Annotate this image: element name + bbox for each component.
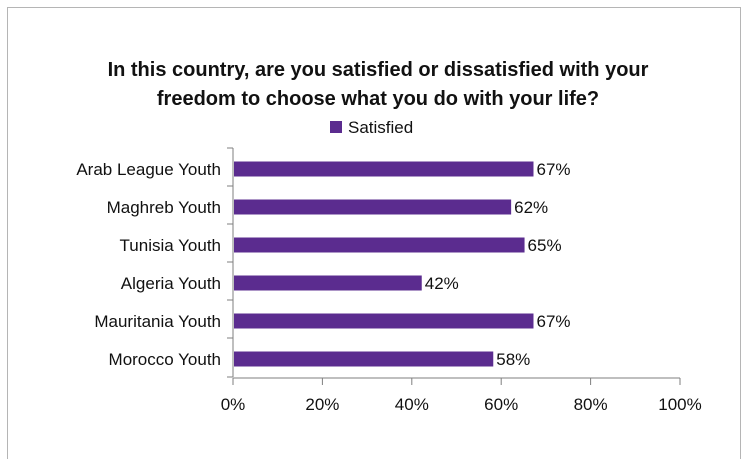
value-label-tunisia-youth: 65% [528,236,562,255]
bar-arab-league-youth [234,161,534,177]
x-tick-label-100: 100% [658,395,701,414]
value-label-morocco-youth: 58% [496,350,530,369]
legend-swatch-satisfied [330,121,342,133]
legend-label-satisfied: Satisfied [348,118,413,137]
category-label-mauritania-youth: Mauritania Youth [94,312,221,331]
category-label-tunisia-youth: Tunisia Youth [120,236,221,255]
chart-title: In this country, are you satisfied or di… [108,59,649,110]
category-label-morocco-youth: Morocco Youth [109,350,221,369]
x-tick-label-60: 60% [484,395,518,414]
value-label-algeria-youth: 42% [425,274,459,293]
category-label-maghreb-youth: Maghreb Youth [107,198,221,217]
bar-morocco-youth [234,351,494,367]
value-label-arab-league-youth: 67% [536,160,570,179]
chart-title-line-2: freedom to choose what you do with your … [157,88,599,110]
bar-maghreb-youth [234,199,512,215]
chart-frame [7,7,741,459]
plot-area: Arab League Youth 67% Maghreb Youth 62% Tuni… [76,147,702,414]
legend: Satisfied [330,118,413,137]
chart-title-line-1: In this country, are you satisfied or di… [108,59,649,81]
x-tick-label-80: 80% [574,395,608,414]
value-label-maghreb-youth: 62% [514,198,548,217]
bar-mauritania-youth [234,313,534,329]
x-tick-label-20: 20% [305,395,339,414]
category-label-algeria-youth: Algeria Youth [121,274,221,293]
category-label-arab-league-youth: Arab League Youth [76,160,221,179]
x-tick-label-40: 40% [395,395,429,414]
bar-tunisia-youth [234,237,525,253]
value-label-mauritania-youth: 67% [536,312,570,331]
bar-algeria-youth [234,275,422,291]
x-tick-label-0: 0% [221,395,246,414]
